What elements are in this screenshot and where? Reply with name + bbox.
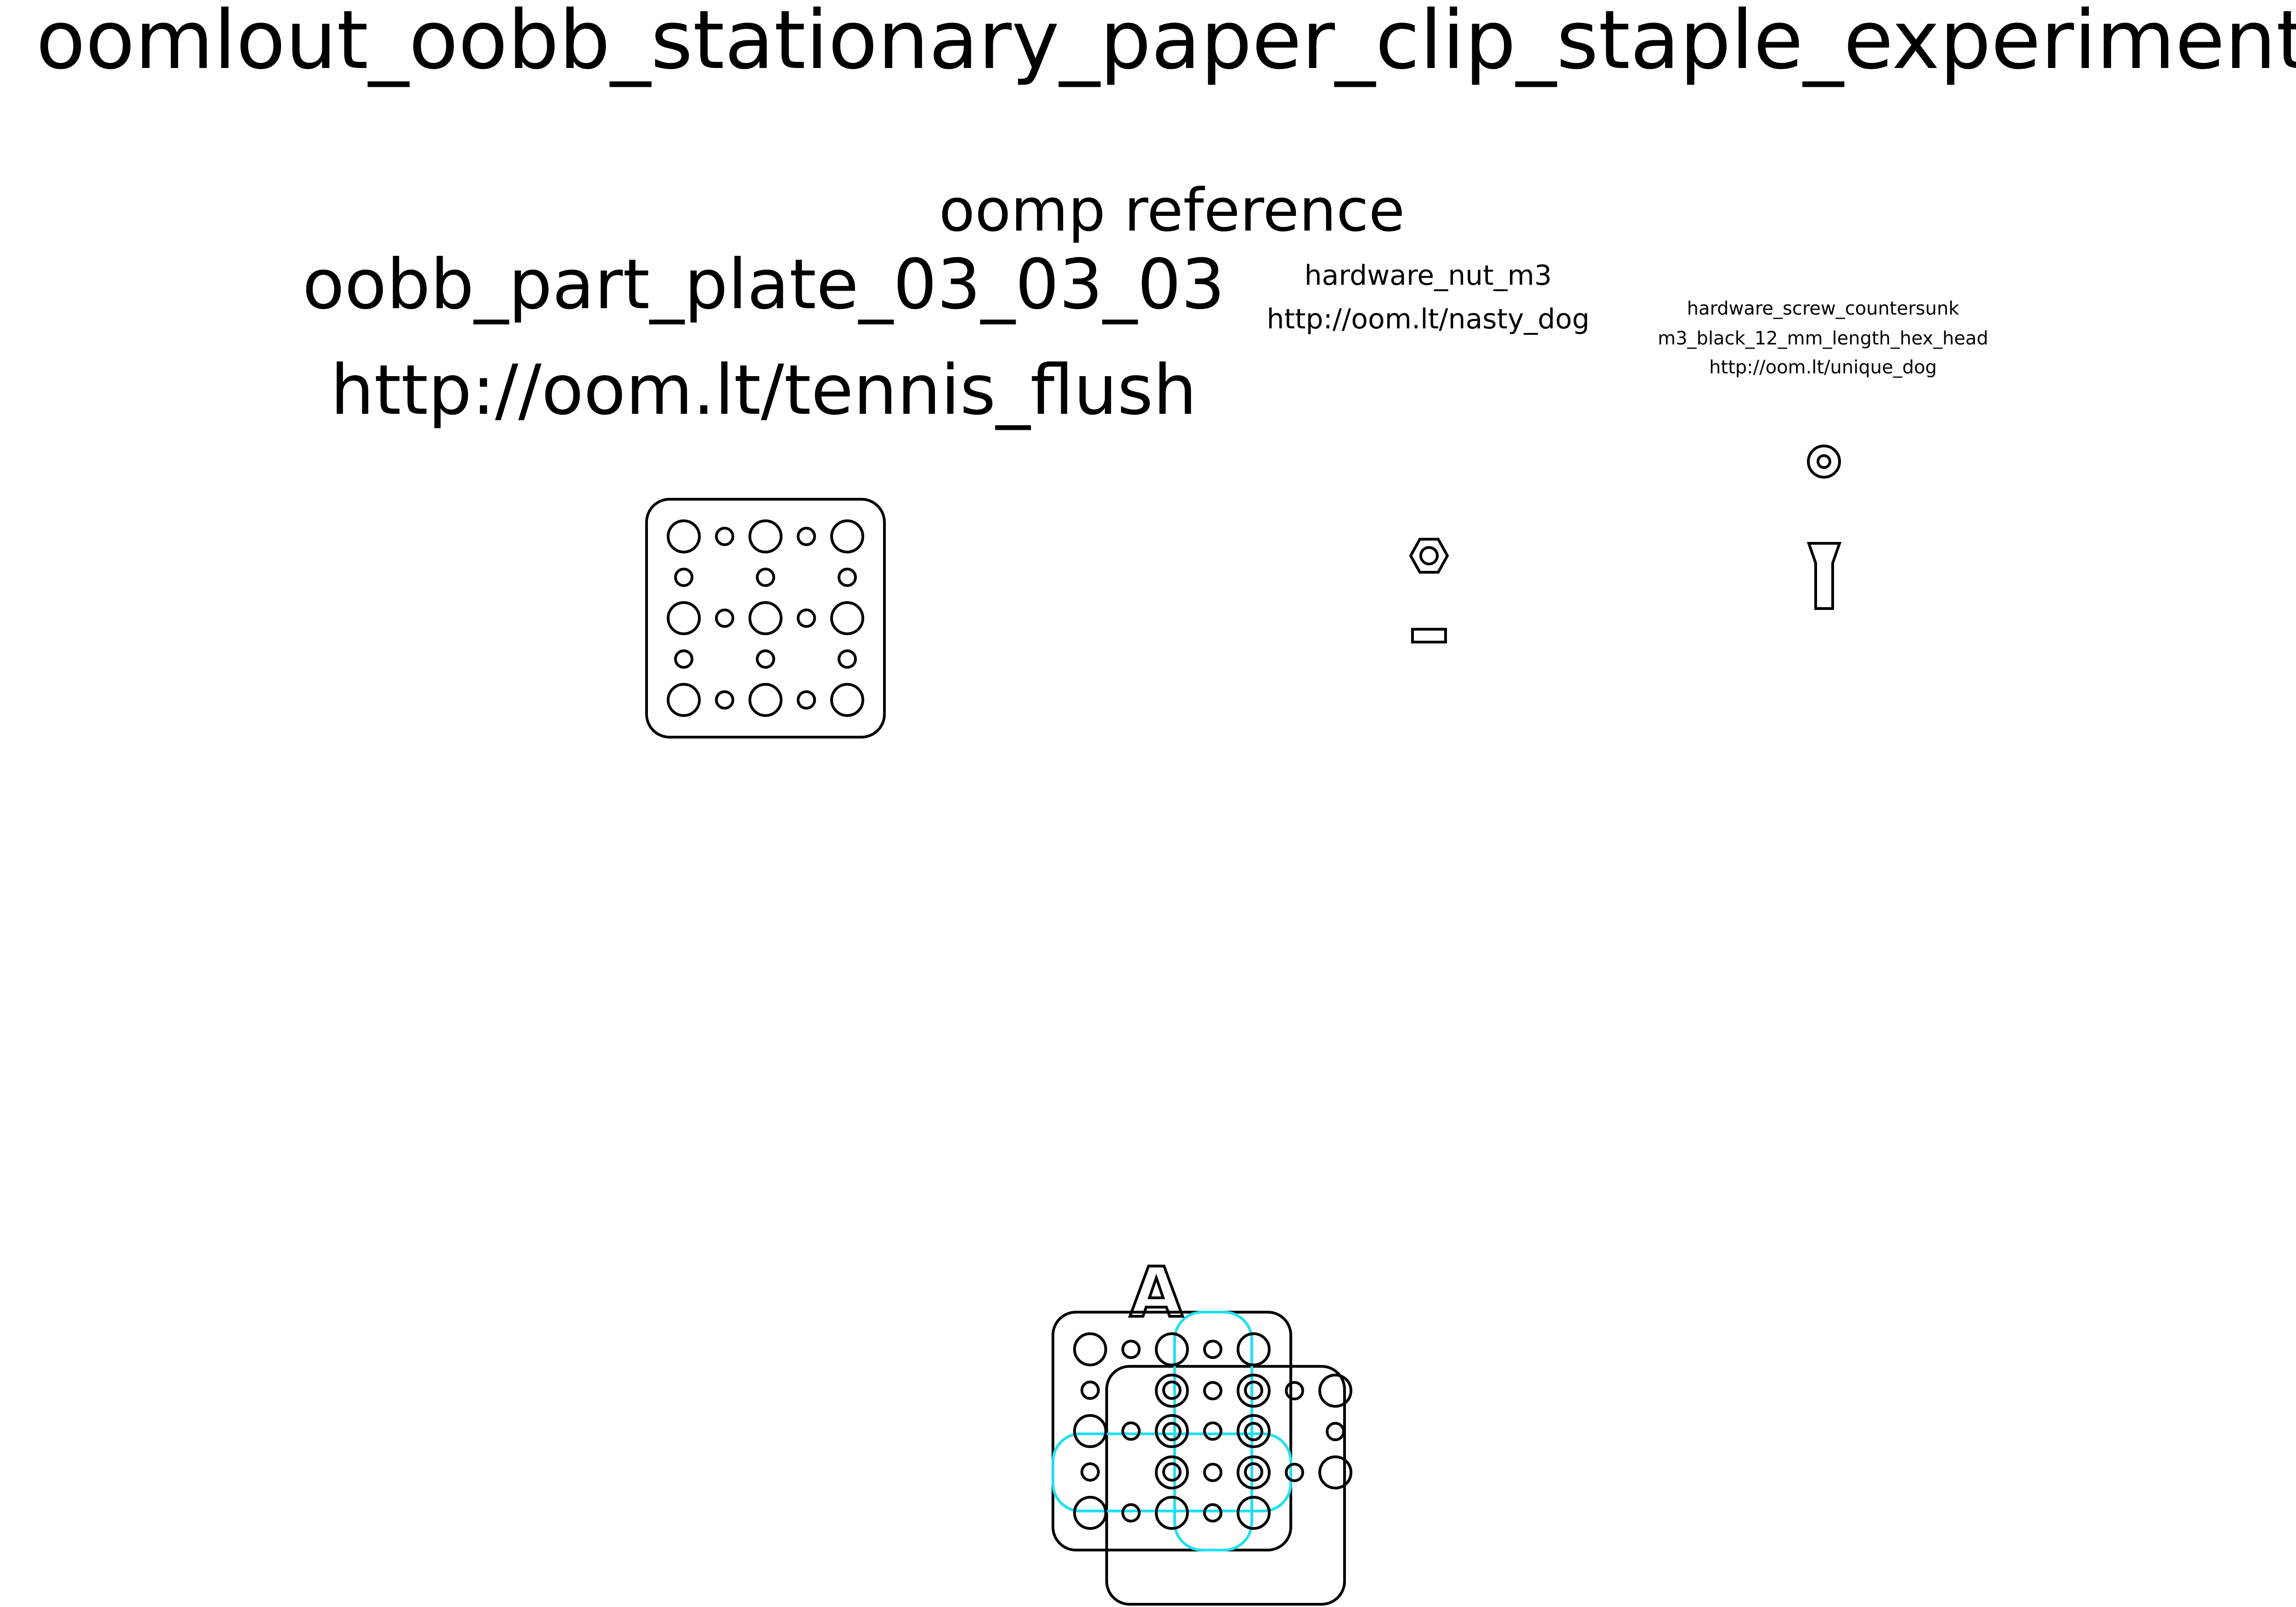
large-hole xyxy=(1237,1414,1271,1448)
oomp-reference-label: oomp reference xyxy=(939,176,1405,245)
large-hole xyxy=(1155,1496,1189,1530)
nut-name: hardware_nut_m3 xyxy=(1304,259,1552,292)
small-hole xyxy=(1162,1381,1182,1400)
small-hole xyxy=(797,609,816,628)
large-hole xyxy=(1237,1496,1271,1530)
small-hole xyxy=(1285,1463,1304,1482)
small-hole xyxy=(1326,1422,1345,1441)
small-hole xyxy=(797,527,816,546)
small-hole xyxy=(1203,1421,1222,1441)
large-hole xyxy=(1155,1455,1189,1489)
large-hole xyxy=(1155,1332,1189,1366)
screw-description: m3_black_12_mm_length_hex_head xyxy=(1658,328,1988,349)
screw-head-inner xyxy=(1817,454,1831,469)
large-hole xyxy=(830,683,864,717)
small-hole xyxy=(1080,1381,1100,1400)
small-hole xyxy=(1203,1340,1222,1359)
large-hole xyxy=(830,519,864,553)
large-hole xyxy=(748,519,782,553)
small-hole xyxy=(1162,1462,1182,1482)
large-hole xyxy=(1237,1374,1271,1408)
small-hole xyxy=(1203,1463,1222,1482)
large-hole xyxy=(748,683,782,717)
nut-hole xyxy=(1419,546,1439,565)
small-hole xyxy=(1244,1462,1263,1482)
small-hole xyxy=(1080,1462,1100,1482)
small-hole xyxy=(1121,1340,1141,1359)
part-url: http://oom.lt/tennis_flush xyxy=(330,350,1197,430)
small-hole xyxy=(1203,1381,1222,1400)
small-hole xyxy=(1162,1422,1182,1441)
paper-clip-horizontal xyxy=(1052,1432,1292,1512)
small-hole xyxy=(1121,1503,1141,1522)
screw-name: hardware_screw_countersunk xyxy=(1687,298,1959,319)
assembly-holes-front xyxy=(1155,1374,1352,1489)
large-hole xyxy=(1318,1455,1352,1489)
large-hole xyxy=(1318,1374,1352,1408)
small-hole xyxy=(756,649,775,669)
large-hole xyxy=(1073,1332,1107,1366)
small-hole xyxy=(838,568,857,587)
assembly-holes-back xyxy=(1073,1332,1271,1530)
large-hole xyxy=(1155,1414,1189,1448)
nut-drawing xyxy=(1409,538,1449,643)
drawing-title: oomlout_oobb_stationary_paper_clip_stapl… xyxy=(36,0,2296,87)
small-hole xyxy=(756,568,775,587)
small-hole xyxy=(1244,1422,1263,1441)
assembly-plate-front xyxy=(1105,1365,1346,1606)
small-hole xyxy=(797,690,816,710)
small-hole xyxy=(1203,1503,1222,1522)
small-hole xyxy=(674,649,693,669)
part-name: oobb_part_plate_03_03_03 xyxy=(302,245,1225,325)
screw-url: http://oom.lt/unique_dog xyxy=(1709,357,1937,378)
small-hole xyxy=(715,609,734,628)
large-hole xyxy=(1073,1414,1107,1448)
large-hole xyxy=(1155,1374,1189,1408)
screw-drawing xyxy=(1806,445,1842,610)
screw-head-outer xyxy=(1807,445,1841,479)
small-hole xyxy=(1285,1381,1304,1400)
assembly-drawing xyxy=(1052,1311,1352,1606)
large-hole xyxy=(1073,1496,1107,1530)
large-hole xyxy=(667,601,701,635)
large-hole xyxy=(667,519,701,553)
plate-outline xyxy=(645,498,886,739)
large-hole xyxy=(830,601,864,635)
large-hole xyxy=(667,683,701,717)
nut-url: http://oom.lt/nasty_dog xyxy=(1266,303,1590,335)
engraved-letter: A xyxy=(1128,1253,1184,1333)
large-hole xyxy=(1237,1332,1271,1366)
small-hole xyxy=(1121,1421,1141,1441)
nut-side-view xyxy=(1411,628,1447,643)
large-hole xyxy=(748,601,782,635)
small-hole xyxy=(674,568,693,587)
small-hole xyxy=(715,690,734,710)
large-hole xyxy=(1237,1455,1271,1489)
plate-drawing xyxy=(645,498,886,739)
small-hole xyxy=(1244,1381,1263,1400)
nut-hex-outline xyxy=(1409,538,1449,574)
assembly-plate-back xyxy=(1052,1311,1292,1551)
screw-side-view xyxy=(1806,542,1842,610)
paper-clip-vertical xyxy=(1173,1311,1253,1551)
small-hole xyxy=(715,527,734,546)
plate-holes xyxy=(667,519,864,717)
small-hole xyxy=(838,649,857,669)
